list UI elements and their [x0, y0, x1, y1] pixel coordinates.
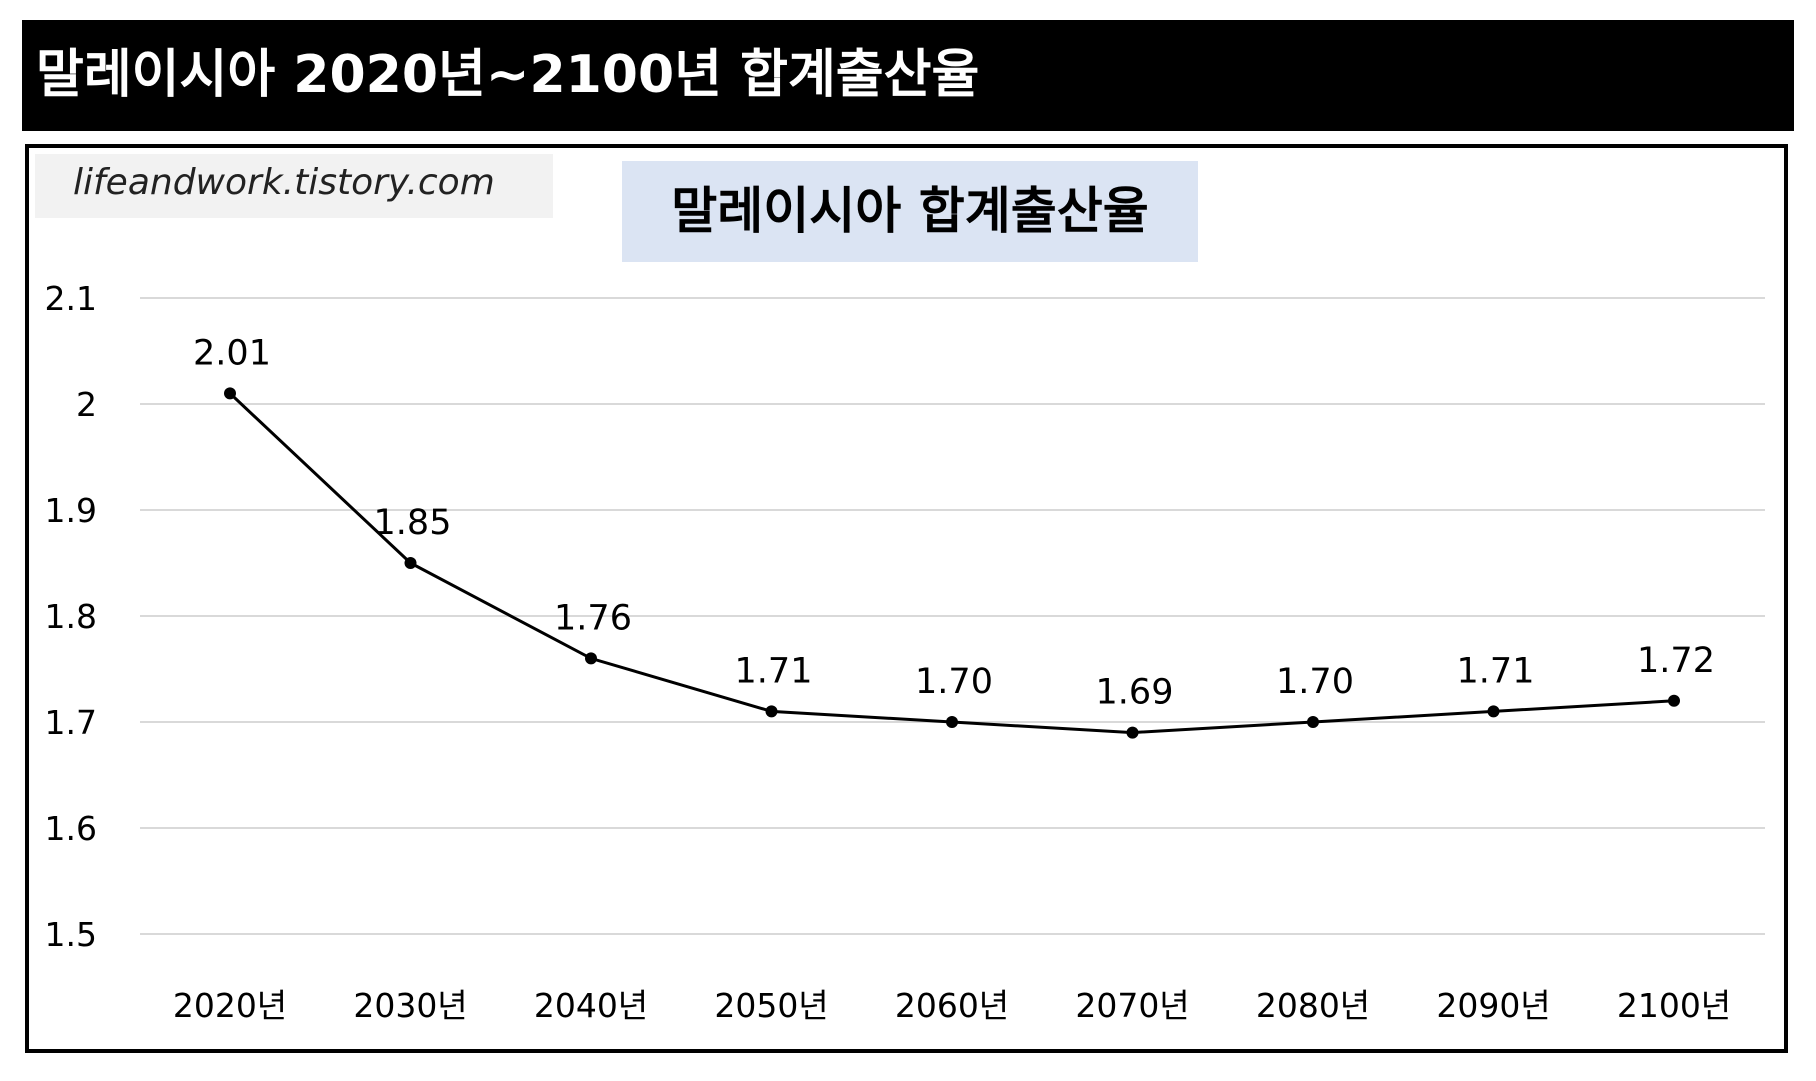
chart-title: 말레이시아 합계출산율 [622, 161, 1198, 262]
gridlines [140, 297, 1765, 935]
y-tick-label: 1.8 [45, 597, 97, 636]
data-label: 1.72 [1637, 641, 1715, 681]
data-label: 1.71 [735, 651, 813, 691]
y-tick-label: 1.7 [45, 703, 97, 742]
data-label: 1.70 [915, 662, 993, 702]
x-tick-label: 2020년 [173, 986, 287, 1025]
data-label: 1.69 [1096, 673, 1174, 713]
page-title: 말레이시아 2020년~2100년 합계출산율 [36, 45, 980, 105]
data-point [946, 716, 958, 728]
x-tick-label: 2080년 [1256, 986, 1370, 1025]
y-tick-label: 2.1 [45, 279, 97, 318]
x-tick-label: 2050년 [714, 986, 828, 1025]
data-label: 1.71 [1457, 651, 1535, 691]
data-point [1487, 705, 1500, 718]
y-tick-label: 1.9 [45, 491, 97, 530]
x-tick-label: 2040년 [534, 986, 648, 1025]
data-label: 1.76 [554, 598, 632, 638]
y-axis-ticks: 2.1 2 1.9 1.8 1.7 1.6 1.5 [45, 279, 97, 954]
x-tick-label: 2090년 [1436, 986, 1550, 1025]
data-label: 2.01 [193, 333, 271, 373]
watermark-text: lifeandwork.tistory.com [73, 162, 495, 203]
watermark-box: lifeandwork.tistory.com [35, 154, 553, 218]
data-point [585, 652, 597, 665]
data-label: 1.85 [374, 503, 452, 543]
chart-frame: lifeandwork.tistory.com 말레이시아 합계출산율 [25, 144, 1788, 1053]
data-point [404, 557, 417, 569]
x-axis-ticks: 2020년 2030년 2040년 2050년 2060년 2070년 2080년 2090년… [173, 986, 1731, 1025]
data-point [1307, 716, 1319, 728]
data-label: 1.70 [1276, 662, 1354, 702]
header-banner: 말레이시아 2020년~2100년 합계출산율 [22, 20, 1794, 131]
data-point [1126, 726, 1139, 739]
x-tick-label: 2030년 [353, 986, 467, 1025]
x-tick-label: 2100년 [1617, 986, 1731, 1025]
y-tick-label: 1.6 [45, 809, 97, 848]
data-point [1668, 694, 1680, 707]
y-tick-label: 1.5 [45, 915, 97, 954]
x-tick-label: 2070년 [1075, 986, 1189, 1025]
data-labels: 2.01 1.85 1.76 1.71 1.70 1.69 1.70 1.71 1.72 [193, 333, 1715, 712]
data-point [765, 705, 778, 718]
y-tick-label: 2 [76, 385, 97, 424]
data-point [224, 387, 236, 400]
series-group [224, 387, 1680, 739]
x-tick-label: 2060년 [895, 986, 1009, 1025]
